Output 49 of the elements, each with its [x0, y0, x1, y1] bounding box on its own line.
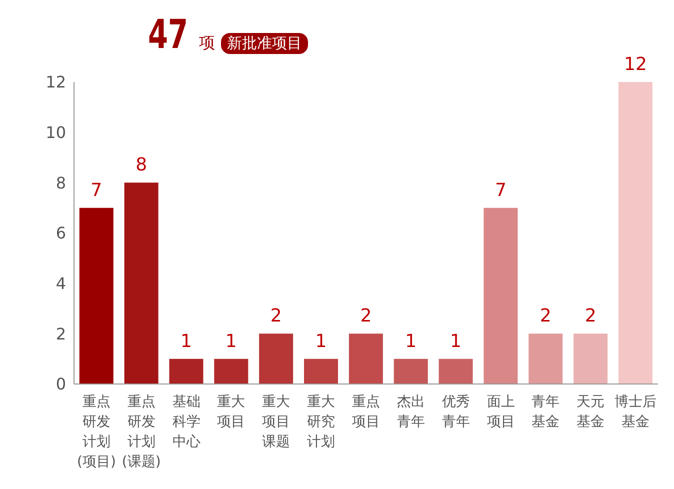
chart-subtitle: 项	[199, 33, 216, 54]
data-label: 2	[540, 306, 552, 327]
bar	[169, 358, 204, 384]
bar	[304, 358, 338, 384]
data-label: 8	[136, 154, 148, 176]
data-label: 1	[180, 330, 192, 352]
x-tick-label: 面上项目	[486, 394, 515, 430]
bar	[124, 182, 158, 384]
y-tick-label: 6	[56, 224, 66, 243]
x-tick-label: 重点研发计划(课题)	[122, 394, 161, 470]
data-label: 7	[494, 180, 506, 201]
bar	[574, 334, 608, 384]
y-tick-label: 8	[56, 173, 66, 192]
data-label: 1	[450, 330, 462, 352]
x-tick-label: 青年基金	[532, 394, 560, 430]
x-tick-label: 重点项目	[352, 394, 380, 430]
x-tick-label: 重大项目	[217, 394, 246, 430]
data-label: 12	[624, 54, 647, 75]
data-label: 1	[225, 330, 237, 352]
bar	[259, 334, 294, 384]
y-tick-label: 12	[46, 72, 66, 92]
bar	[79, 208, 114, 384]
x-tick-label: 优秀青年	[442, 394, 470, 430]
bar	[348, 334, 383, 384]
data-label: 2	[584, 306, 596, 327]
data-label: 1	[405, 330, 417, 352]
bar	[528, 334, 563, 384]
bar	[438, 358, 473, 384]
x-tick-label: 杰出青年	[396, 394, 425, 430]
x-tick-label: 重点研发计划(项目)	[76, 394, 116, 470]
y-tick-label: 0	[56, 374, 66, 394]
x-tick-label: 天元基金	[576, 394, 605, 430]
text: 新批准项目	[221, 33, 308, 54]
x-tick-label: 基础科学中心	[172, 394, 200, 450]
bar	[618, 82, 652, 384]
bar	[484, 208, 518, 384]
x-tick-label: 博士后基金	[614, 394, 657, 430]
data-label: 2	[360, 306, 372, 327]
bar	[214, 358, 248, 384]
y-tick-label: 2	[56, 324, 66, 344]
y-tick-label: 4	[56, 274, 66, 294]
data-label: 7	[90, 180, 102, 201]
data-label: 1	[315, 330, 327, 352]
x-tick-label: 重大项目课题	[262, 394, 290, 450]
bar	[394, 358, 428, 384]
x-tick-label: 重大研究计划	[307, 394, 336, 450]
chart-title: 47	[148, 12, 188, 58]
data-label: 2	[270, 306, 282, 327]
y-tick-label: 10	[46, 123, 66, 142]
